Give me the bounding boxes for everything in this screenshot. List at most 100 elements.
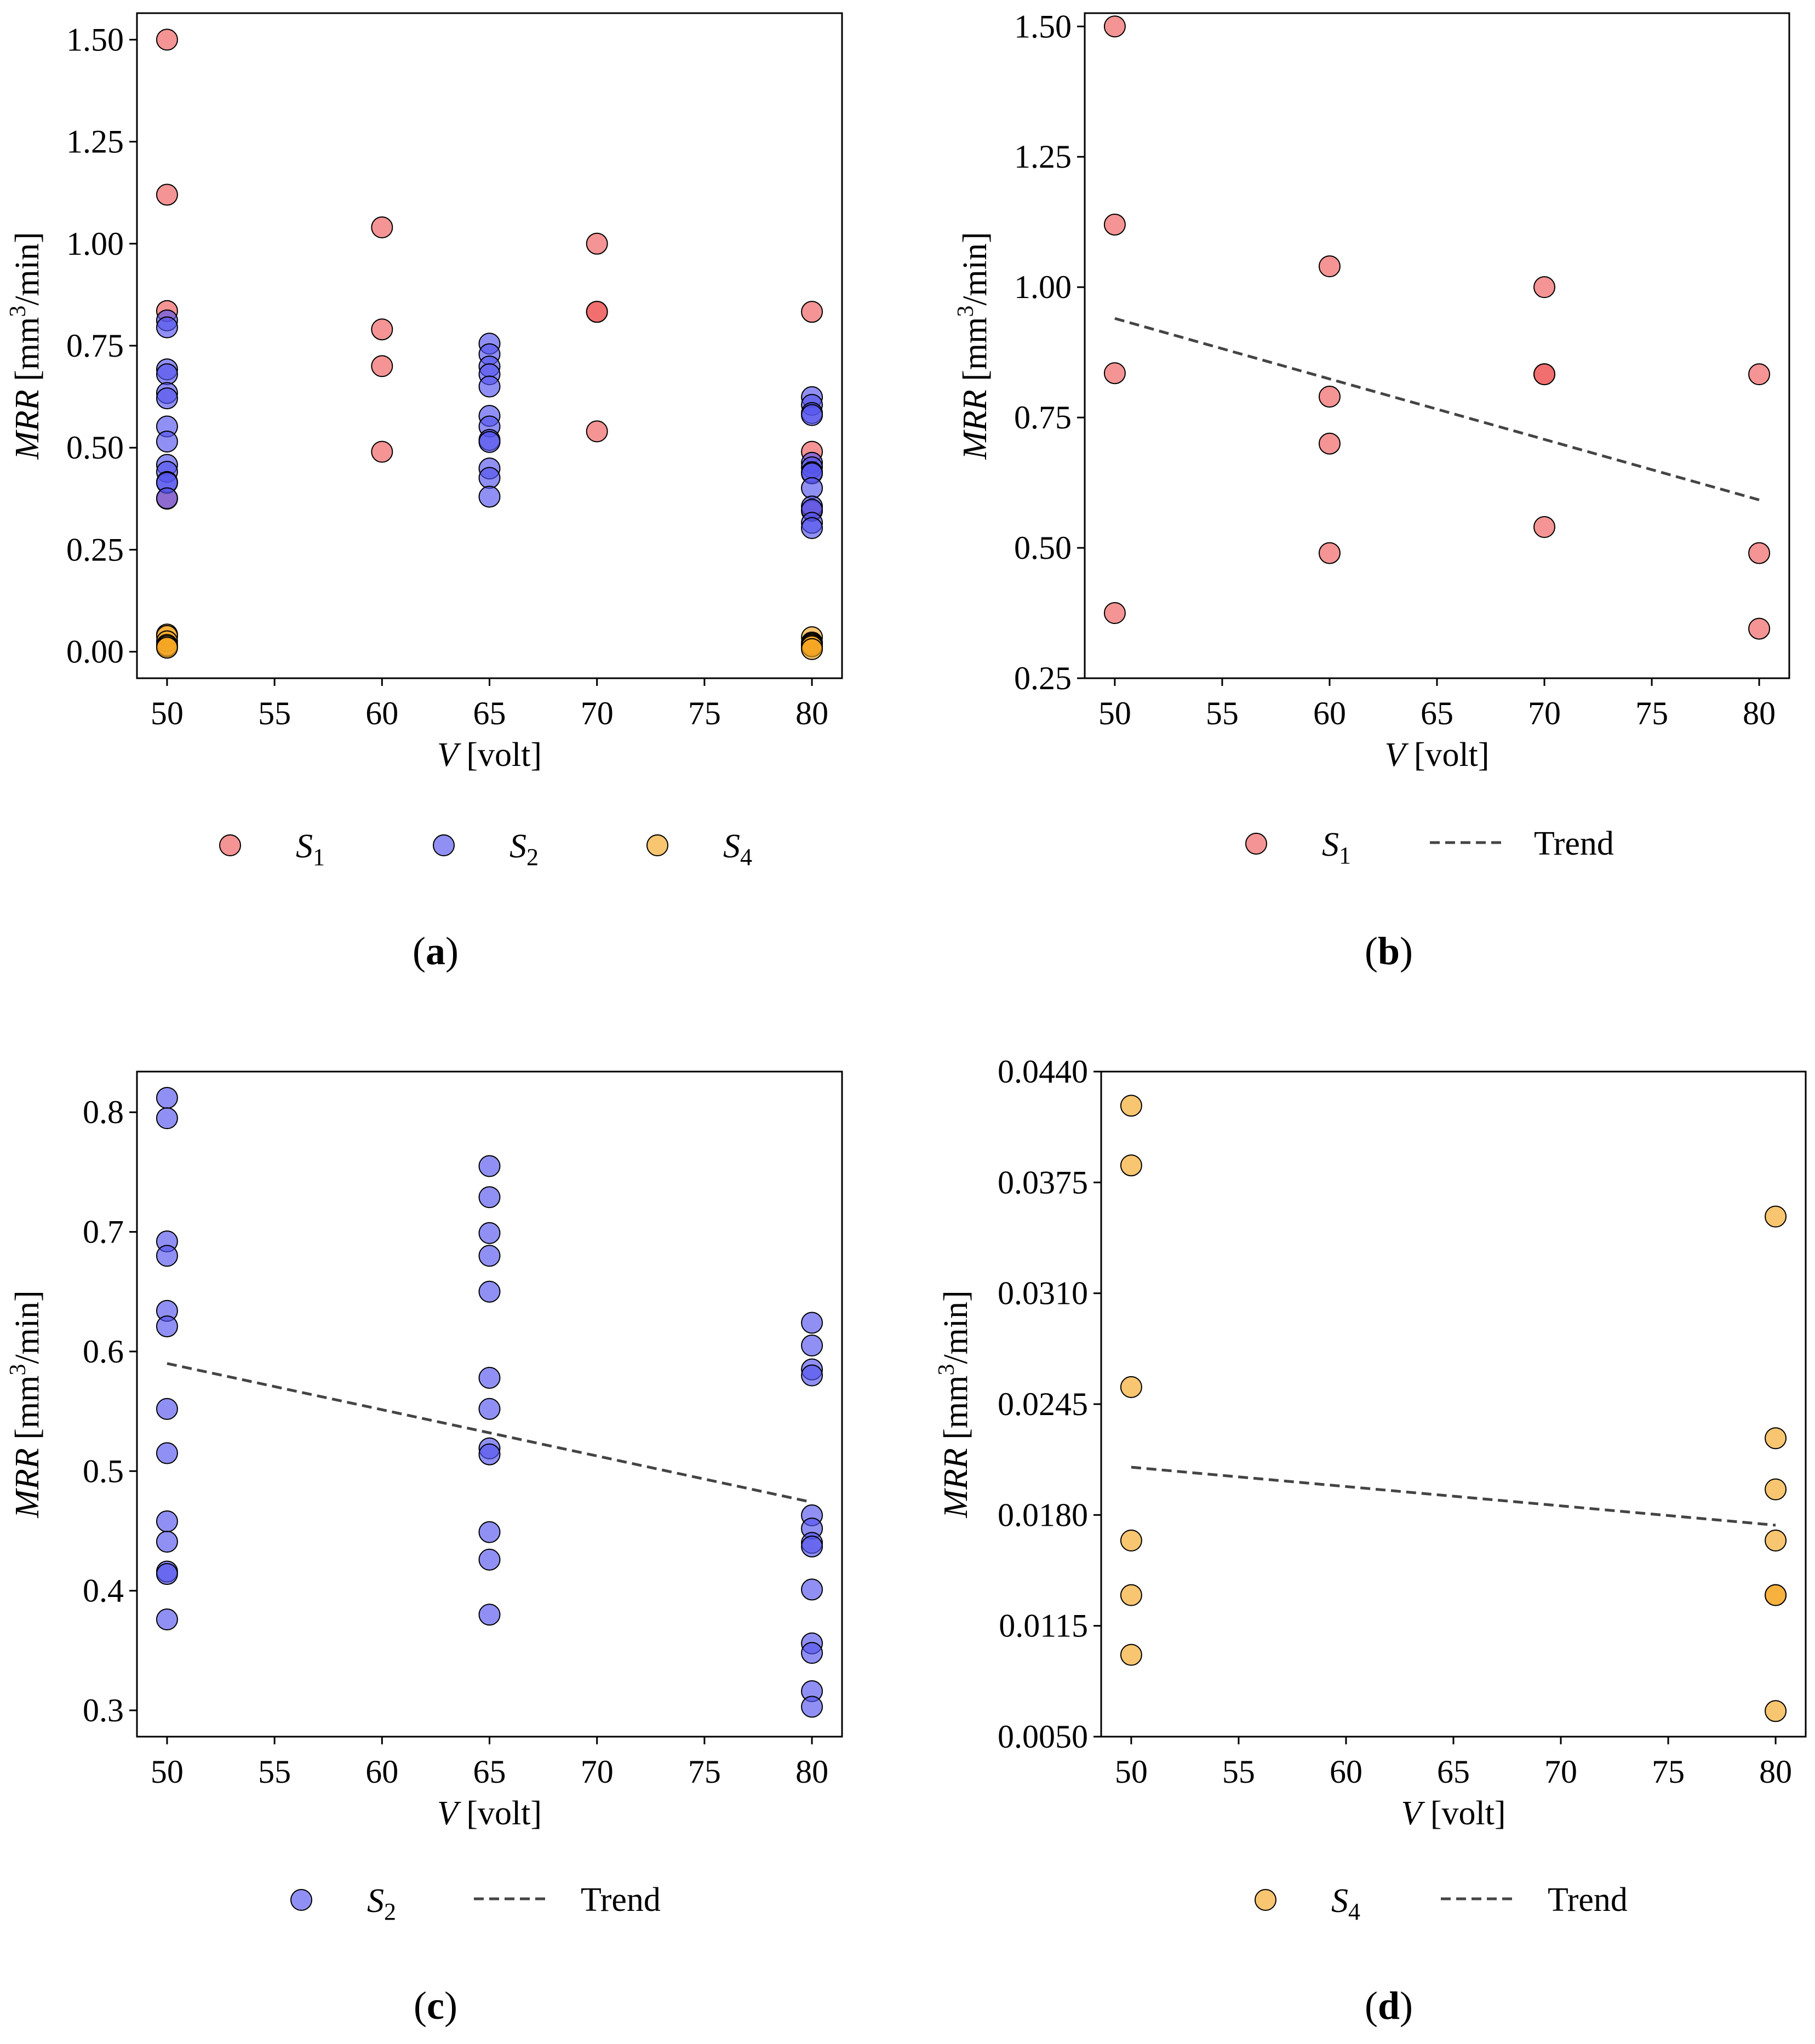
data-point-S4 — [1765, 1584, 1787, 1606]
data-point-S1 — [371, 355, 393, 377]
y-tick-label: 0.0180 — [998, 1497, 1088, 1533]
data-point-S1 — [371, 318, 393, 341]
trend-line — [167, 1362, 812, 1504]
data-point-S4 — [1765, 1478, 1787, 1501]
y-axis-label: MRR [mm3/min] — [953, 232, 994, 460]
x-tick-label: 50 — [1098, 695, 1131, 731]
y-tick-label: 0.0115 — [999, 1608, 1088, 1644]
x-tick-label: 55 — [258, 695, 291, 731]
data-point-S2 — [156, 387, 178, 410]
legend: S1 S2 S4 — [219, 828, 752, 871]
y-tick-label: 0.0050 — [998, 1719, 1088, 1755]
data-point-S1 — [801, 301, 823, 323]
x-tick-label: 60 — [365, 1754, 398, 1790]
y-tick-label: 0.0375 — [998, 1164, 1088, 1200]
legend-marker-S1 — [219, 834, 241, 856]
data-point-S2 — [156, 1315, 178, 1338]
series-S4 — [1120, 1095, 1787, 1722]
data-point-S2 — [156, 1608, 178, 1631]
data-point-S2 — [478, 375, 501, 398]
data-point-S2 — [478, 1245, 501, 1267]
data-point-S1 — [1748, 363, 1771, 386]
data-point-S2 — [478, 1186, 501, 1209]
y-tick-label: 1.50 — [66, 21, 124, 58]
x-tick-label: 50 — [151, 695, 184, 731]
data-point-S2 — [156, 316, 178, 339]
data-point-S1 — [586, 301, 608, 323]
x-tick-label: 70 — [581, 695, 614, 731]
data-point-S4 — [1120, 1376, 1142, 1398]
data-point-S1 — [1103, 362, 1126, 385]
series-S2 — [156, 1087, 823, 1718]
data-point-S2 — [478, 1280, 501, 1303]
data-point-S2 — [478, 1155, 501, 1177]
data-point-S1 — [1318, 542, 1341, 564]
trend-line — [1114, 317, 1760, 501]
legend-label-S4: S4 — [723, 828, 752, 871]
x-tick-label: 65 — [473, 695, 506, 731]
data-point-S2 — [801, 477, 823, 499]
data-point-S2 — [801, 1642, 823, 1664]
x-axis-label: V [volt] — [437, 736, 542, 774]
x-tick-label: 60 — [1330, 1754, 1362, 1790]
data-point-S4 — [1120, 1584, 1142, 1606]
x-tick-label: 75 — [688, 1754, 721, 1790]
legend-label-trend: Trend — [1548, 1881, 1628, 1919]
y-tick-label: 0.00 — [66, 634, 124, 670]
data-point-S1 — [1533, 516, 1556, 538]
y-tick-label: 0.0245 — [998, 1386, 1088, 1422]
panel-caption: (a) — [413, 929, 459, 973]
data-point-S2 — [801, 1364, 823, 1387]
x-tick-label: 75 — [1635, 695, 1668, 731]
x-tick-label: 70 — [1528, 695, 1561, 731]
x-tick-label: 55 — [1222, 1754, 1255, 1790]
data-point-S2 — [156, 363, 178, 386]
y-tick-label: 0.75 — [1014, 399, 1072, 436]
data-point-S4 — [1120, 1154, 1142, 1177]
chart-c: 50 55 60 65 70 75 80 0.3 0.4 0.5 0.6 0.7 0.8 V [volt]… — [5, 1070, 843, 2028]
y-tick-label: 1.50 — [1014, 8, 1072, 44]
data-point-S2 — [156, 1563, 178, 1585]
data-point-S4 — [801, 638, 823, 660]
chart-a: 50 55 60 65 70 75 80 0.00 0.25 0.50 0.75 1.00 1.25 1.… — [5, 12, 843, 973]
legend: S2 Trend — [290, 1881, 661, 1925]
data-point-S2 — [478, 1398, 501, 1420]
legend-marker-S4 — [1255, 1889, 1276, 1911]
x-axis-label: V [volt] — [1401, 1795, 1505, 1832]
y-tick-label: 0.3 — [83, 1692, 124, 1728]
data-point-S2 — [801, 1312, 823, 1334]
legend-label-S1: S1 — [1322, 826, 1351, 869]
x-tick-label: 80 — [795, 695, 828, 731]
legend-label-S1: S1 — [296, 828, 325, 871]
data-point-S1 — [371, 440, 393, 463]
data-point-S4 — [1765, 1700, 1787, 1722]
data-point-S4 — [156, 637, 178, 659]
x-tick-label: 80 — [1759, 1754, 1792, 1790]
x-tick-label: 70 — [581, 1754, 614, 1790]
legend-label-S4: S4 — [1331, 1882, 1360, 1925]
data-point-S2 — [156, 487, 178, 509]
panel-caption: (b) — [1365, 929, 1413, 973]
x-tick-label: 55 — [258, 1754, 291, 1790]
legend-label-trend: Trend — [1534, 825, 1614, 862]
y-tick-label: 0.50 — [1014, 530, 1072, 566]
legend-marker-S2 — [290, 1889, 312, 1911]
x-tick-label: 55 — [1206, 695, 1239, 731]
data-point-S2 — [801, 404, 823, 426]
data-point-S1 — [1748, 542, 1771, 564]
data-point-S2 — [801, 1535, 823, 1558]
data-point-S1 — [586, 232, 608, 255]
x-tick-label: 80 — [795, 1754, 828, 1790]
data-point-S2 — [156, 1245, 178, 1267]
chart-d: 50 55 60 65 70 75 80 0.0050 0.0115 0.0180 0.0245 0.… — [934, 1054, 1807, 2028]
y-tick-label: 0.5 — [83, 1453, 124, 1489]
data-point-S2 — [801, 1335, 823, 1357]
data-point-S4 — [1120, 1095, 1142, 1117]
legend-label-S2: S2 — [367, 1882, 396, 1925]
x-tick-label: 65 — [1421, 695, 1453, 731]
series-S2 — [156, 309, 823, 539]
x-tick-label: 80 — [1743, 695, 1776, 731]
plot-frame — [1100, 1070, 1807, 1738]
y-tick-label: 0.25 — [1014, 660, 1072, 696]
